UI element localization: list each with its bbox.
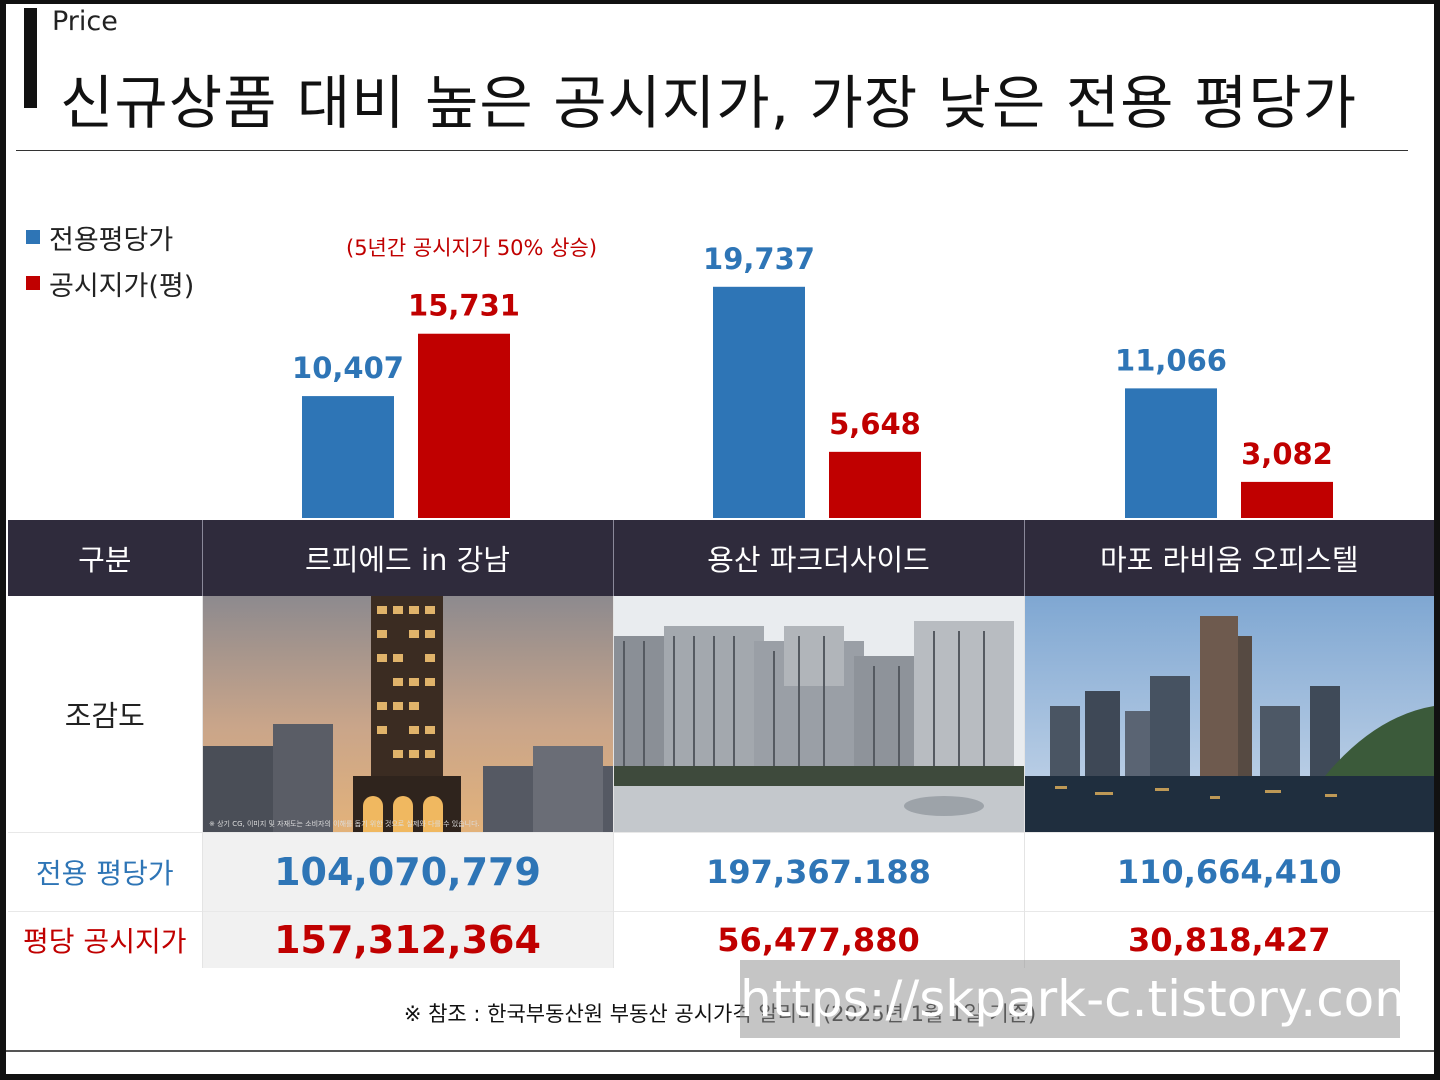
chart-annotation: (5년간 공시지가 50% 상승) [346,236,598,260]
row-label-unit-price: 전용 평당가 [8,832,202,912]
header-cell-gangnam: 르피에드 in 강남 [201,520,613,596]
bottom-divider [6,1050,1434,1052]
header-cell-yongsan: 용산 파크더사이드 [612,520,1024,596]
bar-data-label: 3,082 [1241,437,1333,471]
row-label-rendering: 조감도 [64,699,145,733]
legend-swatch-blue [26,230,40,244]
bar-data-label: 19,737 [703,242,815,276]
legend-item-land: 공시지가(평) [26,260,194,306]
table-row-land-price: 평당 공시지가 157,312,364 56,477,880 30,818,42… [8,911,1434,968]
rendering-image-gangnam: ※ 상기 CG, 이미지 및 자재도는 소비자의 이해를 돕기 위한 것으로 실… [201,596,613,833]
header-cell-mapo: 마포 라비움 오피스텔 [1023,520,1434,596]
rendering-image-yongsan [612,596,1024,833]
title-accent-bar [24,8,37,108]
bar-land-price-2 [1241,481,1333,518]
rendering-image-mapo [1023,596,1434,833]
row-label-land-price: 평당 공시지가 [8,911,202,968]
bar-unit-price-2 [1125,388,1217,518]
rendering-caption: ※ 상기 CG, 이미지 및 자재도는 소비자의 이해를 돕기 위한 것으로 실… [209,819,480,828]
land-price-mapo: 30,818,427 [1023,911,1434,968]
section-label: Price [52,6,118,37]
table-row-unit-price: 전용 평당가 104,070,779 197,367.188 110,664,4… [8,832,1434,912]
bar-land-price-1 [829,451,921,518]
header-cell-category: 구분 [8,520,202,596]
legend-item-price: 전용평당가 [26,214,194,260]
table-row-rendering: 조감도 [8,596,1434,833]
slide: Price 신규상품 대비 높은 공시지가, 가장 낮은 전용 평당가 전용평당… [6,4,1434,1074]
legend-label: 공시지가(평) [49,270,195,302]
bar-land-price-0 [418,333,510,518]
bar-data-label: 11,066 [1115,343,1227,377]
chart-legend: 전용평당가 공시지가(평) [26,214,194,306]
legend-swatch-red [26,276,40,290]
unit-price-mapo: 110,664,410 [1023,832,1434,912]
bar-data-label: 15,731 [408,289,520,323]
bar-unit-price-1 [713,286,805,518]
bar-unit-price-0 [302,396,394,518]
table-header-row: 구분 르피에드 in 강남 용산 파크더사이드 마포 라비움 오피스텔 [8,520,1434,596]
bar-data-label: 10,407 [292,351,404,385]
title-divider [16,150,1408,151]
land-price-gangnam: 157,312,364 [201,911,613,968]
comparison-table: 구분 르피에드 in 강남 용산 파크더사이드 마포 라비움 오피스텔 조감도 [8,520,1434,968]
unit-price-yongsan: 197,367.188 [612,832,1024,912]
bar-data-label: 5,648 [829,407,921,441]
unit-price-gangnam: 104,070,779 [201,832,613,912]
page-title: 신규상품 대비 높은 공시지가, 가장 낮은 전용 평당가 [60,69,1358,137]
watermark: https://skpark-c.tistory.com [740,960,1400,1038]
legend-label: 전용평당가 [49,224,174,256]
land-price-yongsan: 56,477,880 [612,911,1024,968]
